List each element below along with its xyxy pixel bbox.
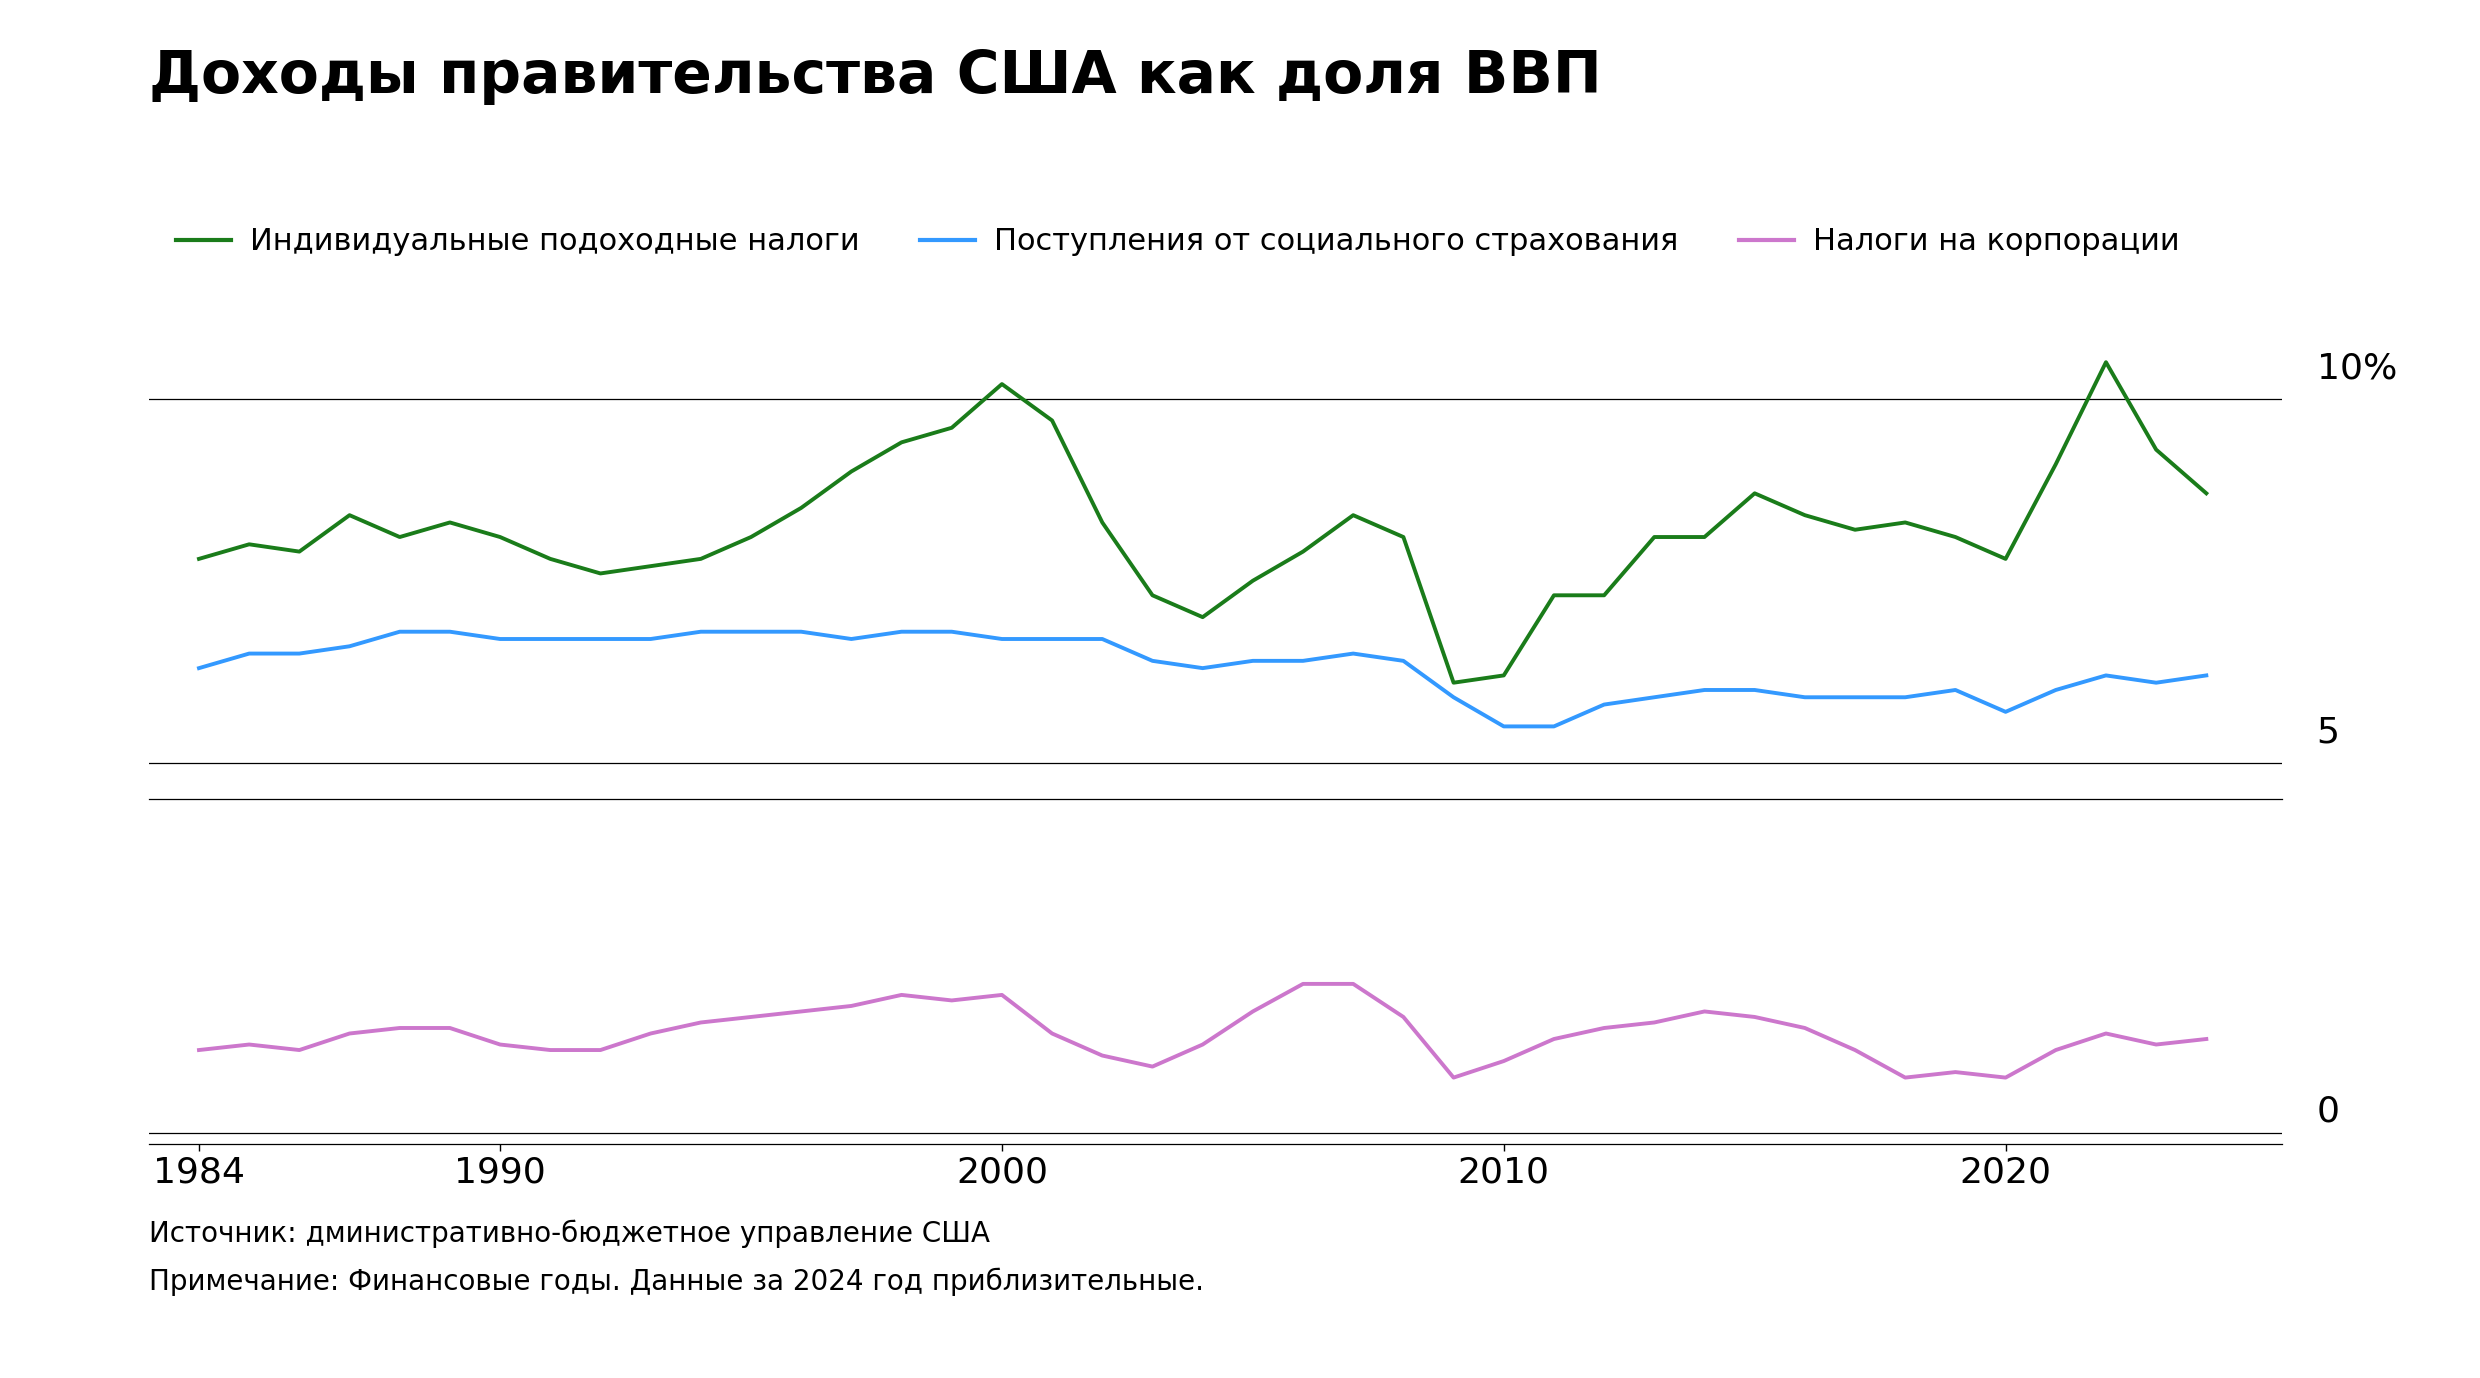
Text: Доходы правительства США как доля ВВП: Доходы правительства США как доля ВВП [149,48,1602,105]
Text: Примечание: Финансовые годы. Данные за 2024 год приблизительные.: Примечание: Финансовые годы. Данные за 2… [149,1268,1203,1297]
Text: 5: 5 [2316,715,2339,750]
Text: Источник: дминистративно-бюджетное управление США: Источник: дминистративно-бюджетное управ… [149,1220,990,1248]
Text: 10%: 10% [2316,351,2398,386]
Text: 0: 0 [2316,1094,2339,1129]
Legend: Индивидуальные подоходные налоги, Поступления от социального страхования, Налоги: Индивидуальные подоходные налоги, Поступ… [164,215,2192,269]
